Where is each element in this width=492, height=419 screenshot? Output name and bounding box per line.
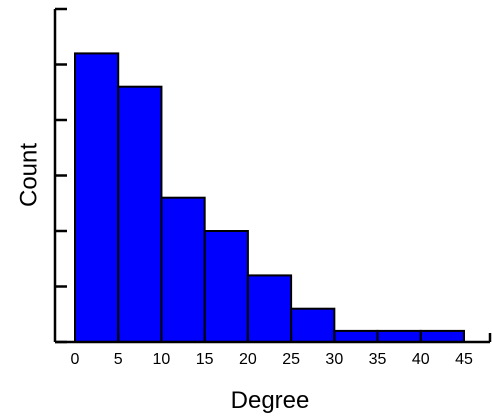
x-tick-label: 35: [369, 351, 387, 368]
y-axis-title: Count: [15, 143, 42, 207]
x-tick-label: 0: [71, 351, 80, 368]
x-tick-label: 5: [114, 351, 123, 368]
histogram-bar: [246, 274, 293, 343]
histogram-bar: [290, 307, 336, 344]
x-tick-label: 15: [196, 351, 214, 368]
histogram-bar: [203, 230, 249, 343]
x-tick-label: 45: [455, 351, 473, 368]
x-tick-label: 25: [282, 351, 300, 368]
histogram-bar: [333, 329, 379, 343]
bars-group: [74, 52, 465, 344]
histogram-bar: [160, 196, 206, 343]
x-axis: 0 5 10 15 20 25 30 35 40 45: [55, 333, 492, 368]
x-tick-label: 10: [153, 351, 171, 368]
histogram-bar: [419, 329, 465, 343]
x-tick-label: 30: [325, 351, 343, 368]
x-axis-title: Degree: [231, 387, 310, 414]
histogram-bar: [117, 85, 163, 343]
x-tick-label: 20: [239, 351, 257, 368]
y-axis: [53, 7, 67, 344]
histogram-bar: [74, 52, 120, 344]
x-tick-label: 40: [412, 351, 430, 368]
histogram-bar: [376, 329, 422, 343]
